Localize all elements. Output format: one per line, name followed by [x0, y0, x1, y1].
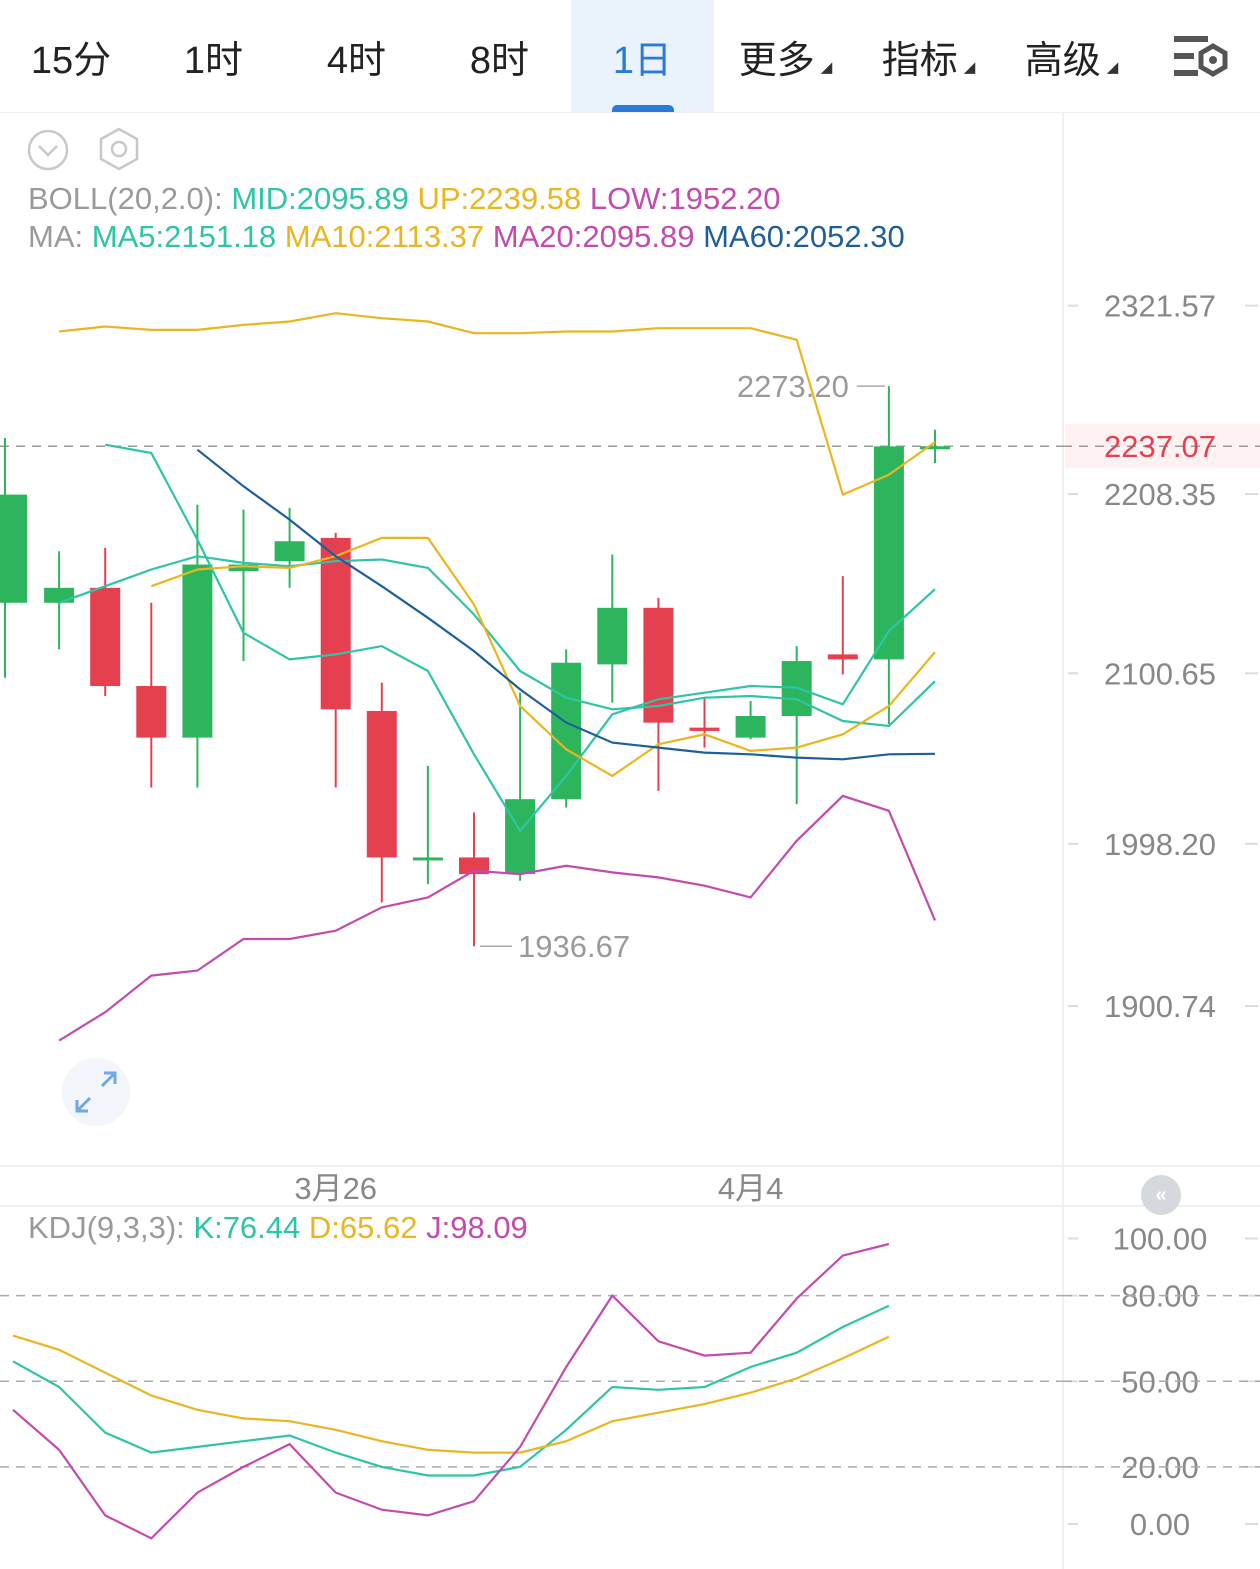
price-tick-label: 2321.57: [1104, 289, 1216, 324]
high-annotation-label: 2273.20: [737, 369, 849, 404]
kdj-legend: KDJ(9,3,3): K:76.44 D:65.62 J:98.09: [28, 1210, 528, 1246]
candle-body: [689, 727, 720, 731]
tab-label: 15分: [30, 39, 112, 82]
kdj-line-j: [12, 1242, 890, 1540]
ma5-value: MA5:2151.18: [91, 219, 277, 254]
dropdown-caret-icon: ◢: [963, 59, 976, 76]
tab-label: 4时: [326, 39, 387, 82]
tab-label: 1日: [612, 39, 673, 82]
candle-body: [597, 607, 628, 665]
candle-body: [274, 541, 305, 562]
kdj-d-value: D:65.62: [308, 1210, 418, 1245]
expand-chart-button[interactable]: [62, 1058, 130, 1126]
candle-body: [505, 799, 536, 875]
series-line-ma10: [150, 536, 936, 778]
tab-advanced-dropdown[interactable]: 高级 ◢: [1000, 0, 1143, 112]
candle-body: [873, 446, 904, 660]
tab-1day[interactable]: 1日: [571, 0, 714, 112]
ma10-value: MA10:2113.37: [284, 219, 485, 254]
boll-mid-value: MID:2095.89: [231, 181, 409, 216]
candle-body: [412, 857, 443, 861]
last-price-label: 2237.07: [1104, 429, 1216, 464]
boll-legend: BOLL(20,2.0): MID:2095.89 UP:2239.58 LOW…: [28, 181, 781, 217]
ma20-value: MA20:2095.89: [492, 219, 695, 254]
candle-body: [459, 857, 489, 875]
candle-body: [90, 587, 121, 687]
kdj-tick-label: 100.00: [1113, 1222, 1208, 1257]
boll-name: BOLL(20,2.0):: [28, 181, 223, 216]
tab-indicators-dropdown[interactable]: 指标 ◢: [857, 0, 1000, 112]
interval-tab-bar: 15分 1时 4时 8时 1日 更多 ◢ 指标 ◢ 高级 ◢: [0, 0, 1260, 113]
candle-body: [228, 564, 259, 572]
expand-arrows-icon: [75, 1071, 117, 1113]
series-line-ma5: [105, 443, 936, 833]
boll-low-value: LOW:1952.20: [589, 181, 781, 216]
kdj-k-value: K:76.44: [193, 1210, 301, 1245]
dropdown-caret-icon: ◢: [1106, 59, 1119, 76]
scroll-to-start-button[interactable]: «: [1141, 1175, 1181, 1215]
candle-body: [366, 710, 397, 858]
candle-body: [182, 564, 213, 738]
hexagon-gear-icon[interactable]: [96, 126, 142, 172]
tab-more-dropdown[interactable]: 更多 ◢: [714, 0, 857, 112]
tab-label: 高级: [1024, 39, 1101, 82]
low-annotation-label: 1936.67: [518, 929, 630, 964]
candle-body: [551, 662, 582, 800]
tab-label: 1时: [183, 39, 244, 82]
ma-legend: MA: MA5:2151.18 MA10:2113.37 MA20:2095.8…: [28, 219, 905, 255]
scroll-to-start-icon: «: [1155, 1183, 1167, 1206]
tab-15min[interactable]: 15分: [0, 0, 142, 112]
kdj-line-d: [12, 1334, 890, 1454]
tab-label: 指标: [881, 39, 958, 82]
tab-4hour[interactable]: 4时: [285, 0, 428, 112]
tab-label: 8时: [469, 39, 530, 82]
tab-8hour[interactable]: 8时: [428, 0, 571, 112]
candle-body: [827, 654, 858, 660]
kdj-line-k: [12, 1304, 890, 1477]
candle-body: [44, 587, 75, 603]
series-line-low: [58, 794, 937, 1042]
price-tick-label: 1998.20: [1104, 827, 1216, 862]
ma60-value: MA60:2052.30: [703, 219, 905, 254]
boll-up-value: UP:2239.58: [417, 181, 582, 216]
series-line-ma60: [196, 448, 936, 761]
price-tick-label: 2100.65: [1104, 656, 1216, 691]
active-tab-indicator: [611, 105, 674, 112]
kline-chart[interactable]: 2321.57 2208.35 2100.65 1998.20 1900.74 2237.…: [0, 113, 1260, 1569]
candle-body: [735, 715, 766, 738]
candle-body: [136, 686, 167, 738]
price-tick-label: 2208.35: [1104, 477, 1216, 512]
price-tick-label: 1900.74: [1104, 989, 1216, 1024]
x-axis-label: 4月4: [718, 1171, 783, 1206]
tab-label: 更多: [738, 39, 815, 82]
candle-body: [320, 537, 351, 710]
series-line-up: [58, 312, 936, 497]
ma-name: MA:: [28, 219, 84, 254]
candle-body: [920, 446, 950, 450]
x-axis-label: 3月26: [294, 1171, 377, 1206]
candle-body: [0, 494, 27, 603]
kdj-j-value: J:98.09: [426, 1210, 528, 1245]
dropdown-caret-icon: ◢: [820, 59, 833, 76]
chart-settings-icon[interactable]: [1168, 24, 1232, 88]
tab-1hour[interactable]: 1时: [142, 0, 285, 112]
kdj-tick-label: 0.00: [1130, 1507, 1190, 1542]
chevron-down-circle-icon[interactable]: [26, 128, 70, 172]
kdj-name: KDJ(9,3,3):: [28, 1210, 185, 1245]
